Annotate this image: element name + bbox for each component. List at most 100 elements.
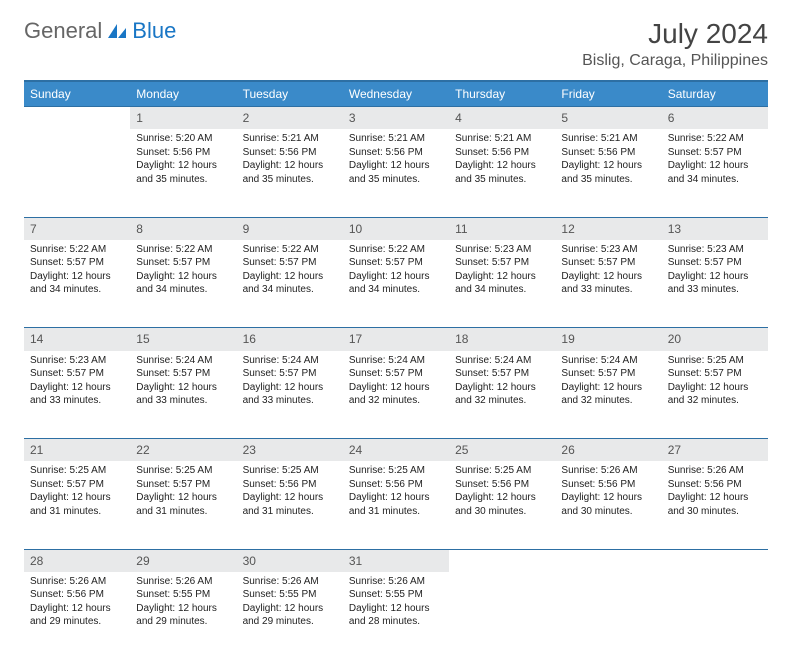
sunrise-text: Sunrise: 5:22 AM [349,243,443,257]
day-number: 13 [662,217,768,240]
day-cell: Sunrise: 5:25 AMSunset: 5:57 PMDaylight:… [662,351,768,439]
day-number: 7 [24,217,130,240]
day1-text: Daylight: 12 hours [668,159,762,173]
sunset-text: Sunset: 5:56 PM [243,478,337,492]
weekday-header: Wednesday [343,81,449,107]
day1-text: Daylight: 12 hours [561,491,655,505]
day-number: 17 [343,328,449,351]
day2-text: and 34 minutes. [455,283,549,297]
sunset-text: Sunset: 5:56 PM [30,588,124,602]
sunset-text: Sunset: 5:57 PM [561,367,655,381]
day-number: 5 [555,107,661,130]
day-number: 1 [130,107,236,130]
day2-text: and 31 minutes. [30,505,124,519]
sunrise-text: Sunrise: 5:22 AM [136,243,230,257]
day2-text: and 30 minutes. [668,505,762,519]
sunset-text: Sunset: 5:56 PM [455,146,549,160]
sunset-text: Sunset: 5:57 PM [30,256,124,270]
day2-text: and 30 minutes. [455,505,549,519]
sunrise-text: Sunrise: 5:24 AM [136,354,230,368]
day1-text: Daylight: 12 hours [561,270,655,284]
sunrise-text: Sunrise: 5:26 AM [243,575,337,589]
sunset-text: Sunset: 5:56 PM [668,478,762,492]
day1-text: Daylight: 12 hours [136,602,230,616]
day-number: 3 [343,107,449,130]
sunrise-text: Sunrise: 5:25 AM [668,354,762,368]
day-cell [24,129,130,217]
day-number: 2 [237,107,343,130]
sunrise-text: Sunrise: 5:21 AM [455,132,549,146]
day-cell: Sunrise: 5:24 AMSunset: 5:57 PMDaylight:… [237,351,343,439]
day-number: 29 [130,549,236,572]
day1-text: Daylight: 12 hours [243,491,337,505]
day-number: 19 [555,328,661,351]
day2-text: and 35 minutes. [455,173,549,187]
sunset-text: Sunset: 5:57 PM [349,367,443,381]
day1-text: Daylight: 12 hours [455,270,549,284]
sail-icon [106,22,128,40]
day-number: 9 [237,217,343,240]
weekday-header: Saturday [662,81,768,107]
sunset-text: Sunset: 5:57 PM [136,478,230,492]
day2-text: and 32 minutes. [668,394,762,408]
sunrise-text: Sunrise: 5:25 AM [243,464,337,478]
day-number [662,549,768,572]
sunset-text: Sunset: 5:55 PM [349,588,443,602]
day1-text: Daylight: 12 hours [30,602,124,616]
location-subtitle: Bislig, Caraga, Philippines [582,52,768,70]
day-cell: Sunrise: 5:20 AMSunset: 5:56 PMDaylight:… [130,129,236,217]
day1-text: Daylight: 12 hours [243,270,337,284]
day2-text: and 29 minutes. [243,615,337,629]
day-number [24,107,130,130]
sunrise-text: Sunrise: 5:24 AM [455,354,549,368]
weekday-header: Thursday [449,81,555,107]
day2-text: and 28 minutes. [349,615,443,629]
day-number [555,549,661,572]
day1-text: Daylight: 12 hours [349,381,443,395]
month-title: July 2024 [582,18,768,50]
sunset-text: Sunset: 5:56 PM [243,146,337,160]
day-cell: Sunrise: 5:22 AMSunset: 5:57 PMDaylight:… [343,240,449,328]
day1-text: Daylight: 12 hours [243,381,337,395]
sunset-text: Sunset: 5:55 PM [243,588,337,602]
sunset-text: Sunset: 5:57 PM [243,256,337,270]
sunset-text: Sunset: 5:57 PM [243,367,337,381]
sunrise-text: Sunrise: 5:20 AM [136,132,230,146]
day-number-row: 78910111213 [24,217,768,240]
day-number: 21 [24,439,130,462]
sunrise-text: Sunrise: 5:24 AM [243,354,337,368]
day-number-row: 14151617181920 [24,328,768,351]
day2-text: and 32 minutes. [561,394,655,408]
day2-text: and 33 minutes. [136,394,230,408]
sunset-text: Sunset: 5:56 PM [349,146,443,160]
sunrise-text: Sunrise: 5:24 AM [561,354,655,368]
day-number: 8 [130,217,236,240]
day-content-row: Sunrise: 5:26 AMSunset: 5:56 PMDaylight:… [24,572,768,660]
sunrise-text: Sunrise: 5:22 AM [668,132,762,146]
day-cell: Sunrise: 5:24 AMSunset: 5:57 PMDaylight:… [555,351,661,439]
day-number: 24 [343,439,449,462]
sunrise-text: Sunrise: 5:21 AM [349,132,443,146]
sunrise-text: Sunrise: 5:23 AM [668,243,762,257]
sunrise-text: Sunrise: 5:24 AM [349,354,443,368]
day-cell: Sunrise: 5:26 AMSunset: 5:55 PMDaylight:… [343,572,449,660]
day-number-row: 21222324252627 [24,439,768,462]
day-number: 18 [449,328,555,351]
day-number: 16 [237,328,343,351]
day-number: 4 [449,107,555,130]
weekday-header: Monday [130,81,236,107]
brand-part1: General [24,18,102,44]
day-cell: Sunrise: 5:26 AMSunset: 5:55 PMDaylight:… [237,572,343,660]
day1-text: Daylight: 12 hours [455,381,549,395]
sunset-text: Sunset: 5:57 PM [668,146,762,160]
day-cell [555,572,661,660]
sunrise-text: Sunrise: 5:26 AM [561,464,655,478]
day1-text: Daylight: 12 hours [668,491,762,505]
sunrise-text: Sunrise: 5:25 AM [136,464,230,478]
title-block: July 2024 Bislig, Caraga, Philippines [582,18,768,70]
day2-text: and 35 minutes. [561,173,655,187]
sunset-text: Sunset: 5:56 PM [561,146,655,160]
sunrise-text: Sunrise: 5:25 AM [30,464,124,478]
day2-text: and 30 minutes. [561,505,655,519]
sunset-text: Sunset: 5:57 PM [668,367,762,381]
